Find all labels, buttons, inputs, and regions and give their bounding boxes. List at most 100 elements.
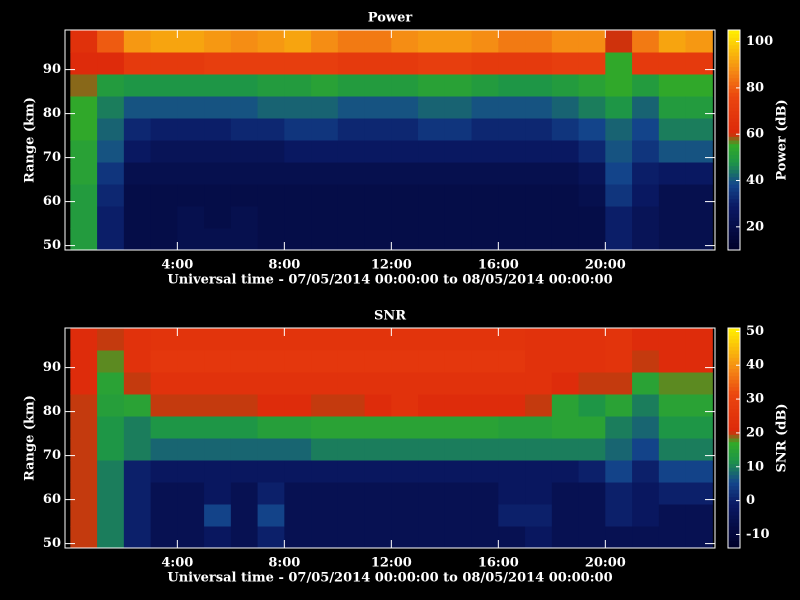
heatmap-cell bbox=[658, 482, 687, 505]
y-axis-label: Range (km) bbox=[23, 97, 38, 183]
colorbar-strip bbox=[728, 350, 740, 355]
colorbar-strip bbox=[728, 401, 740, 406]
colorbar-strip bbox=[728, 110, 740, 115]
colorbar-strip bbox=[728, 368, 740, 373]
heatmap-cell bbox=[471, 328, 499, 351]
heatmap-cell bbox=[578, 416, 606, 439]
x-tick-label: 20:00 bbox=[585, 258, 626, 273]
heatmap-cell bbox=[391, 526, 419, 549]
heatmap-cell bbox=[204, 372, 232, 395]
heatmap-cell bbox=[658, 30, 687, 53]
heatmap-cell bbox=[578, 350, 606, 373]
heatmap-cell bbox=[444, 416, 473, 439]
colorbar-strip bbox=[728, 74, 740, 79]
heatmap-cell bbox=[685, 460, 713, 483]
heatmap-cell bbox=[150, 328, 178, 351]
heatmap-cell bbox=[257, 372, 285, 395]
heatmap-cell bbox=[685, 184, 713, 207]
heatmap-cell bbox=[97, 438, 125, 461]
heatmap-cell bbox=[123, 416, 152, 439]
heatmap-cell bbox=[605, 140, 633, 163]
heatmap-cell bbox=[364, 118, 392, 141]
heatmap-cell bbox=[658, 228, 687, 251]
heatmap-cell bbox=[444, 52, 473, 75]
heatmap-cell bbox=[391, 206, 419, 229]
colorbar-strip bbox=[728, 184, 740, 189]
colorbar-strip bbox=[728, 474, 740, 479]
heatmap-cell bbox=[204, 438, 232, 461]
heatmap-cell bbox=[177, 96, 205, 119]
heatmap-cell bbox=[551, 118, 580, 141]
heatmap-cell bbox=[230, 52, 259, 75]
colorbar-tick-label: 20 bbox=[746, 219, 764, 234]
heatmap-cell bbox=[525, 416, 553, 439]
heatmap-cell bbox=[311, 206, 339, 229]
colorbar-strip bbox=[728, 339, 740, 344]
heatmap-cell bbox=[230, 438, 259, 461]
heatmap-cell bbox=[204, 162, 232, 185]
colorbar-strip bbox=[728, 235, 740, 240]
heatmap-cell bbox=[230, 206, 259, 229]
heatmap-cell bbox=[230, 416, 259, 439]
heatmap-cell bbox=[685, 372, 713, 395]
colorbar-strip bbox=[728, 114, 740, 119]
heatmap-cell bbox=[471, 526, 499, 549]
heatmap-cell bbox=[204, 482, 232, 505]
heatmap-cell bbox=[418, 328, 446, 351]
heatmap-cell bbox=[337, 140, 366, 163]
y-tick-label: 90 bbox=[43, 62, 61, 77]
heatmap-cell bbox=[337, 118, 366, 141]
colorbar-strip bbox=[728, 533, 740, 538]
colorbar-strip bbox=[728, 518, 740, 523]
colorbar-strip bbox=[728, 125, 740, 130]
heatmap-cell bbox=[123, 206, 152, 229]
heatmap-cell bbox=[70, 460, 98, 483]
heatmap-cell bbox=[337, 328, 366, 351]
colorbar-strip bbox=[728, 419, 740, 424]
colorbar-tick-label: 20 bbox=[746, 425, 764, 440]
heatmap-cell bbox=[204, 350, 232, 373]
heatmap-cell bbox=[418, 184, 446, 207]
heatmap-cell bbox=[632, 30, 660, 53]
heatmap-cell bbox=[444, 394, 473, 417]
heatmap-cell bbox=[685, 394, 713, 417]
heatmap-cell bbox=[177, 372, 205, 395]
colorbar-strip bbox=[728, 118, 740, 123]
heatmap-cell bbox=[418, 372, 446, 395]
heatmap-cell bbox=[578, 394, 606, 417]
heatmap-cell bbox=[123, 504, 152, 527]
heatmap-cell bbox=[150, 74, 178, 97]
heatmap-cell bbox=[97, 118, 125, 141]
heatmap-cell bbox=[204, 206, 232, 229]
heatmap-cell bbox=[70, 372, 98, 395]
heatmap-cell bbox=[123, 394, 152, 417]
heatmap-cell bbox=[551, 206, 580, 229]
y-tick-label: 90 bbox=[43, 360, 61, 375]
colorbar-strip bbox=[728, 180, 740, 185]
heatmap-cell bbox=[658, 416, 687, 439]
colorbar-strip bbox=[728, 353, 740, 358]
colorbar-strip bbox=[728, 231, 740, 236]
heatmap-cell bbox=[204, 460, 232, 483]
heatmap-cell bbox=[150, 184, 178, 207]
heatmap-cell bbox=[337, 74, 366, 97]
colorbar-strip bbox=[728, 375, 740, 380]
heatmap-cell bbox=[632, 52, 660, 75]
heatmap-cell bbox=[632, 118, 660, 141]
heatmap-cell bbox=[257, 118, 285, 141]
heatmap-cell bbox=[551, 416, 580, 439]
colorbar-strip bbox=[728, 198, 740, 203]
heatmap-cell bbox=[632, 328, 660, 351]
heatmap-cell bbox=[498, 184, 526, 207]
heatmap-cell bbox=[257, 526, 285, 549]
heatmap-cell bbox=[257, 162, 285, 185]
heatmap-cell bbox=[391, 96, 419, 119]
colorbar-strip bbox=[728, 165, 740, 170]
x-tick-label: 20:00 bbox=[585, 556, 626, 571]
colorbar-strip bbox=[728, 154, 740, 159]
heatmap-cell bbox=[337, 228, 366, 251]
heatmap-cell bbox=[257, 74, 285, 97]
heatmap-cell bbox=[498, 372, 526, 395]
colorbar-strip bbox=[728, 173, 740, 178]
heatmap-cell bbox=[311, 118, 339, 141]
